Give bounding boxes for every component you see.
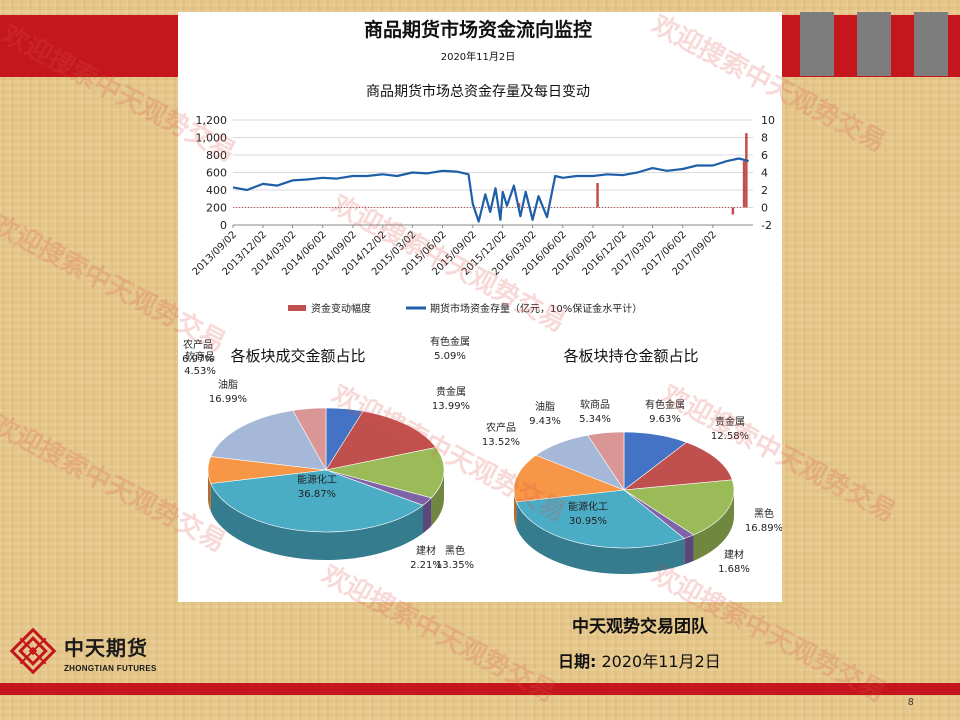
pie-value-label: 36.87% <box>298 489 336 500</box>
pie-slice-side <box>514 490 517 528</box>
pie-slice <box>587 431 625 491</box>
pie-slice <box>292 407 327 472</box>
pie-value-label: 13.35% <box>436 560 474 571</box>
change-bar <box>745 133 748 208</box>
pie-label: 贵金属 <box>715 415 745 428</box>
pie-value-label: 13.99% <box>432 401 470 412</box>
line-chart: 02004006008001,0001,200-202468102013/09/… <box>191 114 775 278</box>
pie-label: 建材 <box>724 548 744 561</box>
pie-label: 黑色 <box>445 544 465 557</box>
footer-date: 日期: 2020年11月2日 <box>558 648 721 672</box>
pie-value-label: 4.53% <box>184 366 216 377</box>
pie-slice-side <box>210 483 424 560</box>
date-value: 2020年11月2日 <box>601 652 721 671</box>
pie-label: 农产品 <box>183 338 213 351</box>
pie-slice-side <box>684 534 694 565</box>
pie1-title: 各板块成交金额占比 <box>230 347 365 365</box>
gray-square <box>914 12 948 76</box>
slide-date: 2020年11月2日 <box>441 50 516 63</box>
pie-value-label: 5.09% <box>434 351 466 362</box>
legend-swatch-change <box>288 305 306 311</box>
pie-label: 能源化工 <box>297 473 337 486</box>
pie-value-label: 9.63% <box>649 414 681 425</box>
y-right-tick-label: 2 <box>761 184 768 197</box>
pie-value-label: 9.43% <box>529 416 561 427</box>
pie-slice-side <box>423 497 432 534</box>
y-left-tick-label: 400 <box>206 184 227 197</box>
y-left-tick-label: 1,000 <box>196 132 228 145</box>
pie-value-label: 12.58% <box>711 431 749 442</box>
pie-label: 油脂 <box>535 400 555 413</box>
pie-slice-side <box>516 501 685 574</box>
pie2-title: 各板块持仓金额占比 <box>563 347 698 365</box>
pie-value-label: 13.52% <box>482 437 520 448</box>
bottom-red-bar <box>0 683 960 695</box>
top-red-bar <box>0 15 178 77</box>
pie-value-label: 2.21% <box>410 560 442 571</box>
chart-panel: 商品期货市场资金流向监控 2020年11月2日 商品期货市场总资金存量及每日变动… <box>178 12 783 602</box>
pie-value-label: 16.99% <box>209 394 247 405</box>
y-left-tick-label: 0 <box>220 219 227 232</box>
company-logo: 中天期货 ZHONGTIAN FUTURES <box>8 626 168 682</box>
pie-label: 有色金属 <box>645 398 685 411</box>
y-left-tick-label: 800 <box>206 149 227 162</box>
pie-slice <box>513 454 625 503</box>
pie-value-label: 5.34% <box>579 414 611 425</box>
pie-slice-side <box>693 490 734 561</box>
pie-label: 软商品 <box>580 398 610 411</box>
y-right-tick-label: 8 <box>761 132 768 145</box>
team-name: 中天观势交易团队 <box>572 617 708 637</box>
y-right-tick-label: -2 <box>761 219 772 232</box>
pie-chart-position: 有色金属 9.63% 贵金属 12.58% 黑色 16.89% 建材 1.68% 能源化工 30.… <box>482 398 783 575</box>
pie-label: 油脂 <box>218 378 238 391</box>
pie-label: 贵金属 <box>436 385 466 398</box>
y-right-tick-label: 0 <box>761 202 768 215</box>
pie-value-label: 30.95% <box>569 516 607 527</box>
zhongtian-logo-icon <box>9 627 57 675</box>
chart-panel-svg: 商品期货市场资金流向监控 2020年11月2日 商品期货市场总资金存量及每日变动… <box>182 18 783 575</box>
y-left-tick-label: 200 <box>206 202 227 215</box>
pie-label: 有色金属 <box>430 335 470 348</box>
legend-label-stock: 期货市场资金存量（亿元，10%保证金水平计） <box>430 302 642 315</box>
change-bar <box>596 183 599 208</box>
pie-slice-side <box>431 470 444 526</box>
change-bar <box>742 161 746 208</box>
y-left-tick-label: 600 <box>206 167 227 180</box>
line-chart-title: 商品期货市场总资金存量及每日变动 <box>366 83 590 100</box>
y-right-tick-label: 6 <box>761 149 768 162</box>
pie-slice <box>623 479 735 536</box>
pie-slice-side <box>208 470 211 512</box>
pie-label: 软商品 <box>185 350 215 363</box>
stock-line <box>232 157 749 223</box>
pie-slice <box>325 447 445 499</box>
page-number: 8 <box>908 697 914 708</box>
line-chart-legend: 资金变动幅度 期货市场资金存量（亿元，10%保证金水平计） <box>288 302 642 315</box>
pie-value-label: 6.97% <box>182 354 214 365</box>
pie-slice <box>325 410 437 471</box>
pie-slice <box>515 489 685 549</box>
pie-label: 能源化工 <box>568 500 608 513</box>
pie-slice <box>210 410 327 471</box>
pie-label: 黑色 <box>754 507 774 520</box>
logo-text-en: ZHONGTIAN FUTURES <box>64 664 157 673</box>
pie-slice <box>622 441 733 491</box>
pie-value-label: 16.89% <box>745 523 782 534</box>
legend-label-change: 资金变动幅度 <box>311 302 371 315</box>
y-right-tick-label: 10 <box>761 114 775 127</box>
change-bar <box>731 207 735 215</box>
pie-slice <box>210 469 424 533</box>
pie-label: 建材 <box>416 544 436 557</box>
gray-square <box>857 12 891 76</box>
slide-title: 商品期货市场资金流向监控 <box>364 18 592 41</box>
pie-label: 农产品 <box>486 421 516 434</box>
gray-square <box>800 12 834 76</box>
y-right-tick-label: 4 <box>761 167 768 180</box>
pie-value-label: 1.68% <box>718 564 750 575</box>
y-left-tick-label: 1,200 <box>196 114 228 127</box>
pie-chart-trade: 有色金属 5.09% 贵金属 13.99% 黑色 13.35%建材 2.21% 能源化工 36.… <box>182 335 474 571</box>
date-label: 日期: <box>558 652 597 671</box>
logo-text-cn: 中天期货 <box>64 636 148 660</box>
